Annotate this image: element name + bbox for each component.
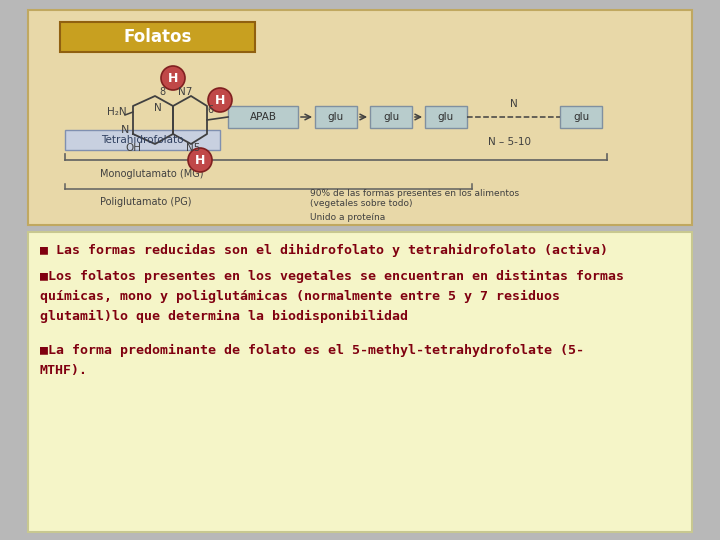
FancyBboxPatch shape — [315, 106, 357, 128]
Text: glu: glu — [573, 112, 589, 122]
Text: ■ Las formas reducidas son el dihidrofolato y tetrahidrofolato (activa): ■ Las formas reducidas son el dihidrofol… — [40, 244, 608, 257]
Text: APAB: APAB — [250, 112, 276, 122]
Text: N7: N7 — [178, 87, 192, 97]
FancyBboxPatch shape — [65, 130, 220, 150]
Text: N: N — [154, 103, 162, 113]
Text: Monoglutamato (MG): Monoglutamato (MG) — [100, 169, 204, 179]
Circle shape — [208, 88, 232, 112]
Circle shape — [188, 148, 212, 172]
Text: H₂N: H₂N — [107, 107, 127, 117]
Text: Folatos: Folatos — [123, 28, 192, 46]
FancyBboxPatch shape — [60, 22, 255, 52]
Text: ■Los folatos presentes en los vegetales se encuentran en distintas formas: ■Los folatos presentes en los vegetales … — [40, 270, 624, 283]
Text: glu: glu — [328, 112, 344, 122]
Text: 90% de las formas presentes en los alimentos: 90% de las formas presentes en los alime… — [310, 190, 519, 199]
Text: ■La forma predominante de folato es el 5-methyl-tetrahydrofolate (5-: ■La forma predominante de folato es el 5… — [40, 344, 584, 357]
Text: glu: glu — [438, 112, 454, 122]
Text: 8: 8 — [159, 87, 165, 97]
Text: químicas, mono y poliglutámicas (normalmente entre 5 y 7 residuos: químicas, mono y poliglutámicas (normalm… — [40, 290, 560, 303]
Text: glutamil)lo que determina la biodisponibilidad: glutamil)lo que determina la biodisponib… — [40, 310, 408, 323]
Text: 6: 6 — [207, 105, 213, 115]
Text: H: H — [168, 71, 178, 84]
Text: N: N — [121, 125, 129, 135]
FancyBboxPatch shape — [370, 106, 412, 128]
FancyBboxPatch shape — [560, 106, 602, 128]
FancyBboxPatch shape — [28, 10, 692, 225]
Text: N: N — [510, 99, 518, 109]
Text: (vegetales sobre todo): (vegetales sobre todo) — [310, 199, 413, 208]
FancyBboxPatch shape — [228, 106, 298, 128]
Text: OH: OH — [125, 143, 141, 153]
Text: H: H — [195, 153, 205, 166]
Text: N5: N5 — [186, 143, 200, 153]
Text: MTHF).: MTHF). — [40, 364, 88, 377]
Circle shape — [161, 66, 185, 90]
Text: Unido a proteína: Unido a proteína — [310, 213, 385, 221]
FancyBboxPatch shape — [425, 106, 467, 128]
Text: H: H — [215, 93, 225, 106]
Text: glu: glu — [383, 112, 399, 122]
FancyBboxPatch shape — [28, 232, 692, 532]
Text: Tetrahidrofolato: Tetrahidrofolato — [102, 135, 184, 145]
Text: N – 5-10: N – 5-10 — [488, 137, 531, 147]
Text: Poliglutamato (PG): Poliglutamato (PG) — [100, 197, 192, 207]
